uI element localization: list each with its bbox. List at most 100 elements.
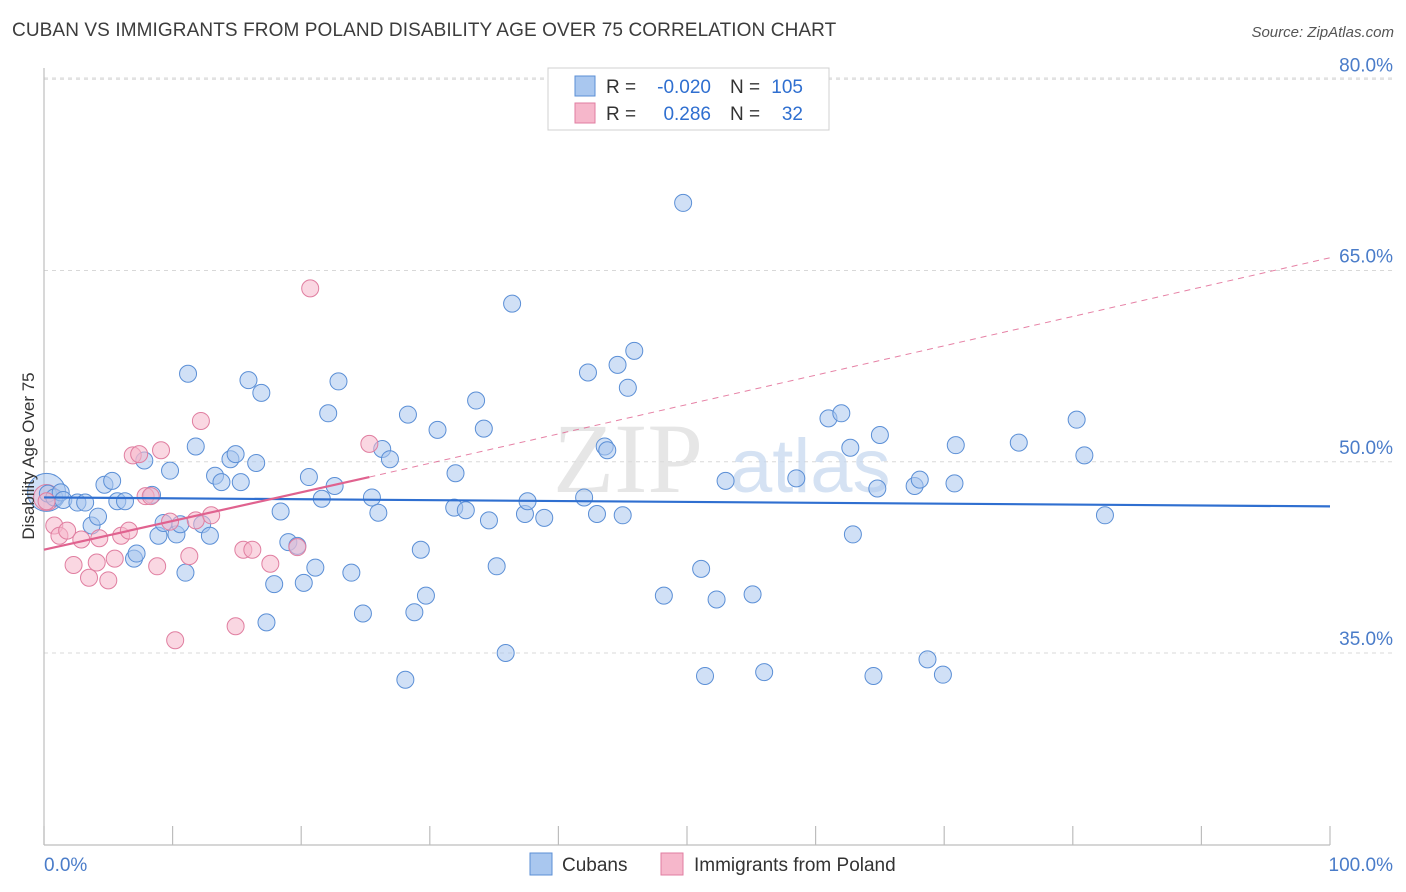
cubans-point	[1075, 446, 1094, 465]
poland-point	[226, 617, 245, 636]
cubans-point	[271, 502, 290, 521]
cubans-point	[503, 294, 522, 313]
cubans-point	[618, 378, 637, 397]
cubans-point	[416, 586, 435, 605]
cubans-point	[179, 364, 198, 383]
cubans-point	[176, 563, 195, 582]
cubans-point	[89, 507, 108, 526]
cubans-point	[870, 425, 889, 444]
cubans-point	[535, 508, 554, 527]
cubans-point	[864, 666, 883, 685]
legend-swatch-poland	[574, 102, 596, 124]
cubans-point	[1009, 433, 1028, 452]
cubans-point	[674, 193, 693, 212]
cubans-point	[479, 511, 498, 530]
cubans-point	[265, 575, 284, 594]
poland-point	[37, 492, 56, 511]
poland-point	[141, 487, 160, 506]
poland-point	[180, 547, 199, 566]
legend-n-value-poland: 32	[782, 104, 803, 125]
poland-point	[166, 631, 185, 650]
cubans-point	[405, 603, 424, 622]
cubans-point	[456, 501, 475, 520]
axes: 35.0% 50.0% 65.0% 80.0%	[43, 55, 1393, 846]
top-legend: R = -0.020 N = 105 R = 0.286 N = 32	[547, 67, 830, 131]
cubans-point	[692, 559, 711, 578]
cubans-point	[380, 450, 399, 469]
cubans-point	[116, 492, 135, 511]
cubans-point	[743, 585, 762, 604]
cubans-point	[103, 471, 122, 490]
poland-point	[64, 556, 83, 575]
poland-point	[288, 538, 307, 557]
poland-point	[261, 554, 280, 573]
poland-point	[105, 549, 124, 568]
cubans-point	[707, 590, 726, 609]
cubans-point	[598, 441, 617, 460]
cubans-point	[161, 461, 180, 480]
cubans-point	[319, 404, 338, 423]
cubans-trend-line	[43, 496, 1331, 508]
poland-point	[301, 279, 320, 298]
y-tick-label: 65.0%	[1339, 247, 1393, 268]
poland-point	[360, 434, 379, 453]
poland-point	[202, 506, 221, 525]
cubans-point	[918, 650, 937, 669]
legend-r-value-cubans: -0.020	[657, 77, 711, 98]
cubans-point	[239, 371, 258, 390]
cubans-point	[575, 488, 594, 507]
cubans-point	[933, 665, 952, 684]
cubans-point	[353, 604, 372, 623]
poland-point	[243, 540, 262, 559]
cubans-point	[696, 666, 715, 685]
grid	[44, 77, 1393, 654]
source-label: Source: ZipAtlas.com	[1251, 24, 1394, 41]
cubans-point	[200, 526, 219, 545]
cubans-point	[411, 540, 430, 559]
cubans-point	[487, 557, 506, 576]
legend-n-label-cubans: N =	[730, 77, 760, 98]
bottom-legend-swatch-poland	[660, 852, 684, 876]
poland-point	[148, 557, 167, 576]
chart-title: CUBAN VS IMMIGRANTS FROM POLAND DISABILI…	[12, 20, 837, 41]
cubans-point	[625, 341, 644, 360]
cubans-point	[127, 544, 146, 563]
cubans-point	[212, 473, 231, 492]
cubans-point	[231, 473, 250, 492]
cubans-point	[587, 505, 606, 524]
y-tick-label: 80.0%	[1339, 55, 1393, 76]
cubans-point	[654, 586, 673, 605]
cubans-point	[398, 405, 417, 424]
y-tick-label: 50.0%	[1339, 438, 1393, 459]
cubans-point	[613, 506, 632, 525]
trend-lines	[43, 257, 1331, 551]
cubans-point	[294, 573, 313, 592]
cubans-point	[716, 471, 735, 490]
y-axis-title: Disability Age Over 75	[19, 372, 38, 539]
cubans-point	[910, 470, 929, 489]
cubans-point	[467, 391, 486, 410]
poland-trend-line	[43, 475, 370, 551]
cubans-point	[945, 474, 964, 493]
cubans-point	[247, 454, 266, 473]
poland-point	[80, 568, 99, 587]
cubans-point	[186, 437, 205, 456]
cubans-point	[257, 613, 276, 632]
watermark: ZIP atlas	[553, 403, 891, 514]
legend-r-label-cubans: R =	[606, 77, 636, 98]
legend-r-label-poland: R =	[606, 104, 636, 125]
cubans-point	[474, 419, 493, 438]
y-tick-label: 35.0%	[1339, 629, 1393, 650]
cubans-point	[369, 503, 388, 522]
bottom-legend-label-poland: Immigrants from Poland	[694, 855, 896, 876]
poland-point	[191, 411, 210, 430]
bottom-legend-label-cubans: Cubans	[562, 855, 628, 876]
cubans-point	[755, 663, 774, 682]
cubans-point	[1067, 410, 1086, 429]
poland-point	[130, 445, 149, 464]
cubans-point	[832, 404, 851, 423]
cubans-point	[1095, 506, 1114, 525]
data-points	[27, 193, 1114, 689]
cubans-point	[362, 488, 381, 507]
